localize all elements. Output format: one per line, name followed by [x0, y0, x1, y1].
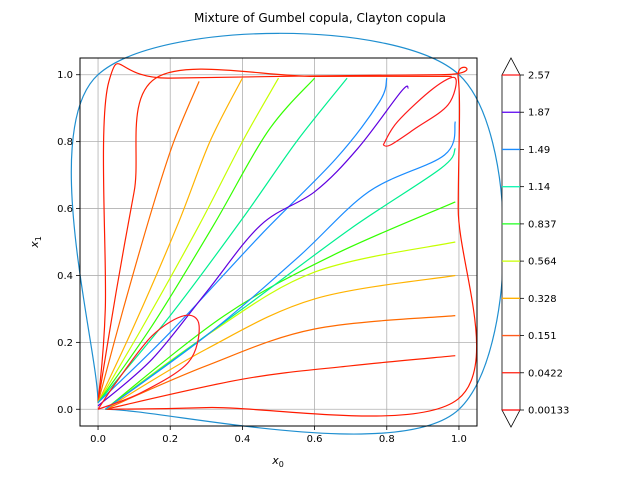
colorbar-tick-label: 0.0422: [528, 368, 563, 379]
y-tick-label: 0.0: [57, 405, 73, 416]
x-axis-ticks: 0.0 0.2 0.4 0.6 0.8 1.0: [90, 426, 467, 445]
x-tick-label: 0.4: [234, 434, 250, 445]
x-tick-label: 0.8: [379, 434, 395, 445]
contour-line-1.87: [97, 77, 388, 404]
contour-line-1.49: [104, 147, 456, 410]
colorbar-tick-label: 0.564: [528, 257, 557, 268]
colorbar-tick-label: 0.151: [528, 331, 557, 342]
y-tick-label: 0.4: [57, 271, 73, 282]
contour-line-0.00133: [70, 32, 505, 435]
colorbar-body: [501, 74, 521, 411]
y-tick-label: 0.2: [57, 338, 73, 349]
contour-line-0.837: [97, 77, 280, 403]
colorbar-extend-bottom: [501, 409, 521, 428]
contour-line-0.564: [97, 77, 243, 403]
colorbar-tick-label: 0.837: [528, 219, 557, 230]
contour-line-0.328: [105, 315, 456, 410]
colorbar-tick-label: 1.87: [528, 108, 550, 119]
x-tick-label: 1.0: [451, 434, 467, 445]
colorbar-tick-label: 2.57: [528, 71, 550, 82]
chart-title: Mixture of Gumbel copula, Clayton copula: [194, 11, 446, 25]
contour-line-2.57: [97, 314, 200, 410]
colorbar-tick-label: 0.00133: [528, 406, 569, 417]
colorbar-tick-label: 1.14: [528, 182, 550, 193]
y-tick-label: 0.8: [57, 137, 73, 148]
contour-line-2.57: [382, 76, 457, 147]
contour-line-0.151: [105, 355, 456, 410]
y-axis-ticks: 0.0 0.2 0.4 0.6 0.8 1.0: [57, 70, 80, 416]
contour-line-0.328: [97, 81, 200, 403]
plot-frame: [79, 57, 478, 427]
contour-lines: [70, 32, 505, 435]
y-tick-label: 0.6: [57, 204, 73, 215]
contour-line-1.49: [97, 77, 348, 403]
contour-line-0.151: [97, 68, 452, 403]
contour-line-0.837: [104, 241, 456, 410]
contour-line-1.14: [104, 201, 456, 410]
contour-line-1.14: [97, 77, 316, 403]
x-tick-label: 0.0: [90, 434, 106, 445]
contour-line-0.564: [104, 274, 456, 410]
contour-line-0.0422: [97, 63, 478, 417]
x-tick-label: 0.6: [307, 434, 323, 445]
y-axis-label: x1: [28, 236, 43, 249]
colorbar-extend-top: [501, 57, 521, 76]
colorbar: 0.00133 0.0422 0.151 0.328 0.564 0.837 1.14 1.4…: [501, 57, 569, 428]
contour-line-1.87: [104, 121, 456, 410]
y-tick-label: 1.0: [57, 70, 73, 81]
colorbar-tick-label: 1.49: [528, 145, 550, 156]
x-tick-label: 0.2: [162, 434, 178, 445]
contour-line-2.57: [97, 85, 409, 407]
x-axis-label: x0: [271, 454, 284, 469]
colorbar-tick-label: 0.328: [528, 294, 557, 305]
